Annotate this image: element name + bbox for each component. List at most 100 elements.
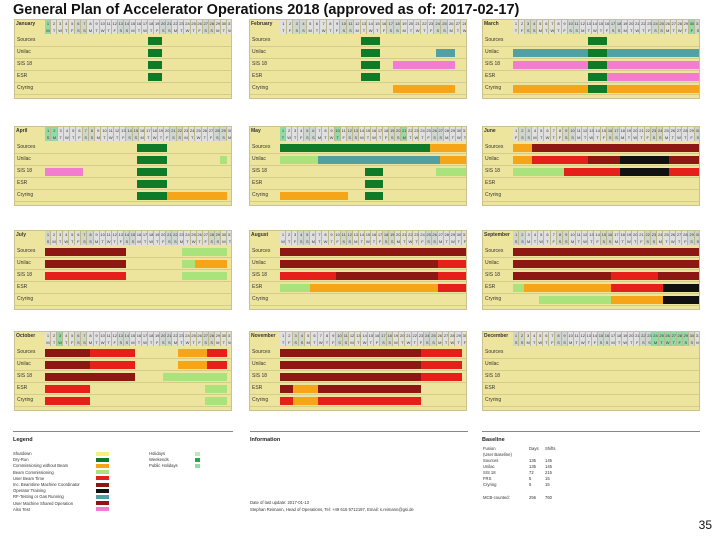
row-label: Cryring: [252, 397, 269, 403]
baseline-row-name: Fusion: [483, 446, 496, 451]
day-letter: S: [396, 135, 400, 140]
day-letter: T: [192, 340, 195, 345]
day-number: 23: [647, 333, 652, 338]
day-column: [280, 231, 287, 245]
day-letter: T: [95, 340, 98, 345]
schedule-bar: [280, 156, 318, 164]
day-column: [401, 127, 408, 141]
day-column: [525, 20, 532, 34]
day-number: 28: [683, 128, 688, 133]
day-letter: T: [633, 239, 637, 244]
schedule-bar: [45, 397, 91, 405]
schedule-bar: [280, 248, 466, 256]
day-column: [333, 20, 341, 34]
day-letter: T: [147, 135, 150, 140]
day-column: [461, 332, 466, 346]
day-number: 24: [185, 21, 190, 26]
day-letter: S: [299, 239, 303, 244]
day-letter: S: [172, 135, 175, 140]
day-number: 12: [354, 21, 360, 26]
day-letter: T: [149, 340, 153, 345]
day-column: [135, 231, 143, 245]
day-letter: F: [558, 135, 562, 140]
day-column: [300, 20, 307, 34]
day-letter: S: [514, 239, 518, 244]
day-column: [531, 127, 539, 141]
day-letter: W: [228, 28, 232, 33]
row-label: Unilac: [252, 260, 266, 266]
day-letter: S: [646, 239, 650, 244]
day-column: [75, 332, 82, 346]
day-letter: W: [149, 239, 154, 244]
row-divider: [15, 58, 231, 59]
day-column: [63, 127, 71, 141]
day-column: [189, 127, 196, 141]
day-letter: W: [368, 28, 373, 33]
row-label: Cryring: [485, 192, 502, 198]
day-number: 20: [408, 21, 414, 26]
day-number: 6: [77, 21, 80, 26]
day-number: 8: [324, 128, 327, 133]
day-number: 14: [592, 333, 598, 338]
day-column: [441, 20, 448, 34]
row-divider: [483, 82, 699, 83]
day-letter: W: [462, 28, 467, 33]
day-number: 3: [295, 21, 298, 26]
day-number: 27: [203, 333, 208, 338]
day-letter: T: [228, 239, 232, 244]
day-number: 20: [629, 333, 634, 338]
day-number: 6: [312, 232, 315, 237]
day-column: [105, 332, 112, 346]
day-letter: T: [587, 340, 591, 345]
schedule-bar: [280, 144, 431, 152]
row-divider: [250, 94, 466, 95]
row-divider: [250, 58, 466, 59]
day-letter: M: [46, 340, 50, 345]
day-letter: F: [122, 135, 125, 140]
day-letter: T: [71, 239, 74, 244]
day-letter: T: [445, 239, 448, 244]
day-column: [322, 231, 329, 245]
row-label: SIS 18: [17, 168, 33, 174]
day-column: [172, 231, 179, 245]
day-number: 26: [665, 21, 670, 26]
day-column: [190, 231, 197, 245]
row-divider: [15, 293, 231, 294]
day-letter: S: [312, 135, 315, 140]
legend-key-swatch: [195, 463, 200, 468]
day-letter: W: [58, 28, 63, 33]
day-number: 23: [651, 128, 657, 133]
day-number: 16: [371, 128, 377, 133]
day-number: 9: [95, 333, 98, 338]
day-number: 4: [533, 333, 536, 338]
day-column: [202, 20, 209, 34]
day-number: 30: [695, 128, 700, 133]
day-number: 25: [191, 232, 196, 237]
schedule-bar: [90, 349, 136, 357]
day-number: 25: [191, 21, 196, 26]
day-letter: W: [185, 340, 190, 345]
day-number: 10: [102, 128, 107, 133]
day-letter: S: [433, 239, 436, 244]
row-label: ESR: [252, 385, 263, 391]
day-number: 2: [521, 128, 524, 133]
day-letter: F: [155, 340, 159, 345]
day-letter: M: [614, 239, 619, 244]
day-number: 28: [677, 21, 682, 26]
day-letter: T: [456, 28, 460, 33]
day-number: 7: [322, 21, 325, 26]
row-divider: [250, 257, 466, 258]
day-column: [320, 20, 327, 34]
day-number: 2: [520, 21, 524, 26]
day-letter: M: [137, 239, 141, 244]
day-column: [569, 127, 576, 141]
day-letter: T: [378, 135, 382, 140]
day-column: [129, 231, 136, 245]
day-letter: T: [71, 135, 75, 140]
month-panel-july: July 1 S 2 M 3 T 4 W 5 T 6 F 7 S 8 S 9 M 10 T 11 W 12 T 13 F 14 S 15 S…: [14, 230, 232, 310]
day-letter: T: [403, 239, 406, 244]
schedule-bar: [45, 248, 126, 256]
baseline-row-days: 5: [529, 482, 532, 487]
day-number: 26: [670, 128, 676, 133]
day-number: 4: [300, 333, 304, 338]
